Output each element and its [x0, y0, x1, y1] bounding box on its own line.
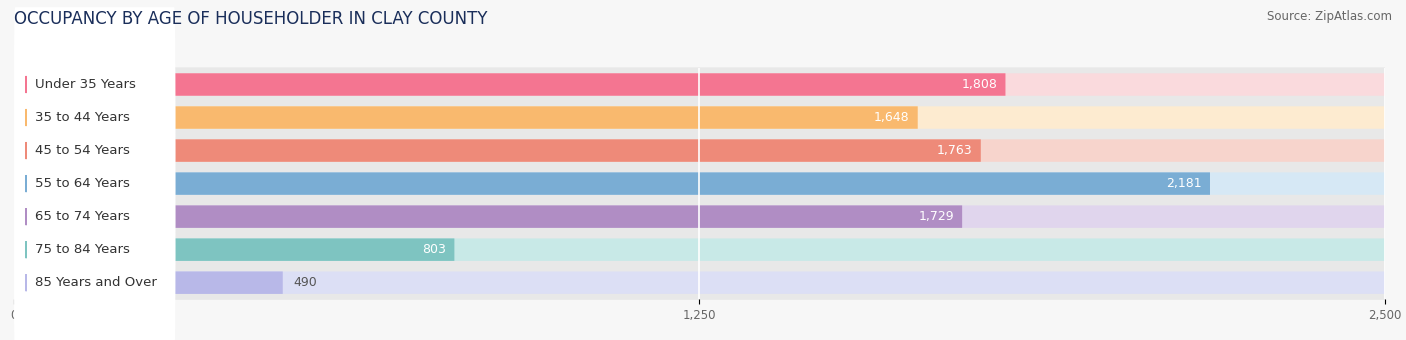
Text: 85 Years and Over: 85 Years and Over: [35, 276, 157, 289]
Text: 75 to 84 Years: 75 to 84 Years: [35, 243, 129, 256]
Text: 1,808: 1,808: [962, 78, 997, 91]
FancyBboxPatch shape: [14, 205, 1385, 228]
FancyBboxPatch shape: [14, 106, 1385, 129]
FancyBboxPatch shape: [14, 100, 1385, 135]
FancyBboxPatch shape: [14, 200, 1385, 234]
Text: 45 to 54 Years: 45 to 54 Years: [35, 144, 129, 157]
FancyBboxPatch shape: [14, 266, 1385, 300]
Text: 1,648: 1,648: [875, 111, 910, 124]
Text: 1,729: 1,729: [918, 210, 953, 223]
FancyBboxPatch shape: [14, 40, 176, 195]
Text: Under 35 Years: Under 35 Years: [35, 78, 136, 91]
FancyBboxPatch shape: [14, 166, 1385, 201]
FancyBboxPatch shape: [14, 106, 176, 261]
Text: 35 to 44 Years: 35 to 44 Years: [35, 111, 129, 124]
Text: 1,763: 1,763: [936, 144, 973, 157]
Text: 490: 490: [294, 276, 318, 289]
Text: 2,181: 2,181: [1166, 177, 1202, 190]
FancyBboxPatch shape: [14, 172, 1211, 195]
FancyBboxPatch shape: [14, 67, 1385, 102]
Text: 55 to 64 Years: 55 to 64 Years: [35, 177, 129, 190]
FancyBboxPatch shape: [14, 73, 176, 228]
FancyBboxPatch shape: [14, 205, 962, 228]
Text: 65 to 74 Years: 65 to 74 Years: [35, 210, 129, 223]
FancyBboxPatch shape: [14, 238, 454, 261]
FancyBboxPatch shape: [14, 7, 176, 162]
FancyBboxPatch shape: [14, 139, 176, 294]
FancyBboxPatch shape: [14, 233, 1385, 267]
FancyBboxPatch shape: [14, 73, 1385, 96]
FancyBboxPatch shape: [14, 172, 1385, 195]
FancyBboxPatch shape: [14, 133, 1385, 168]
Text: Source: ZipAtlas.com: Source: ZipAtlas.com: [1267, 10, 1392, 23]
FancyBboxPatch shape: [14, 106, 918, 129]
FancyBboxPatch shape: [14, 205, 176, 340]
FancyBboxPatch shape: [14, 172, 176, 327]
FancyBboxPatch shape: [14, 139, 1385, 162]
FancyBboxPatch shape: [14, 73, 1005, 96]
FancyBboxPatch shape: [14, 139, 981, 162]
Text: 803: 803: [422, 243, 446, 256]
FancyBboxPatch shape: [14, 271, 1385, 294]
FancyBboxPatch shape: [14, 238, 1385, 261]
FancyBboxPatch shape: [14, 271, 283, 294]
Text: OCCUPANCY BY AGE OF HOUSEHOLDER IN CLAY COUNTY: OCCUPANCY BY AGE OF HOUSEHOLDER IN CLAY …: [14, 10, 488, 28]
